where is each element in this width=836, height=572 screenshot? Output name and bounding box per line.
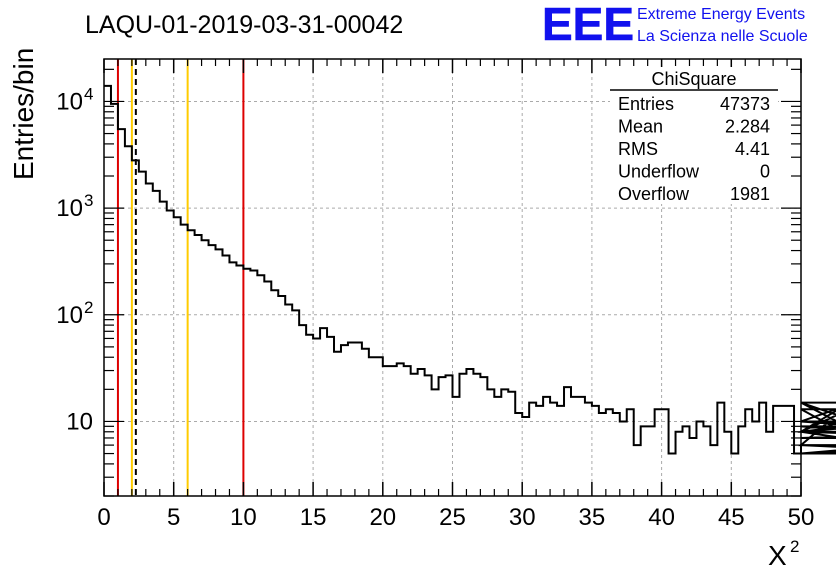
stats-row-label: RMS (618, 139, 658, 159)
y-tick-label: 10 (56, 88, 83, 115)
x-tick-label: 15 (300, 504, 327, 531)
stats-row-value: 2.284 (725, 117, 770, 137)
reference-lines (116, 59, 245, 496)
stats-row-value: 4.41 (735, 139, 770, 159)
x-axis-label-exp: 2 (790, 537, 799, 556)
y-tick-label: 10 (56, 195, 83, 222)
x-axis: 0 5 10 15 20 25 30 35 40 45 50 (97, 59, 814, 531)
logo-mark: EEE (542, 0, 634, 50)
logo-line2: La Scienza nelle Scuole (637, 28, 808, 45)
y-tick-label: 10 (56, 302, 83, 329)
stats-row-value: 1981 (730, 184, 770, 204)
stats-row-label: Underflow (618, 162, 700, 182)
eee-logo: EEE Extreme Energy Events La Scienza nel… (542, 0, 808, 50)
stats-box: ChiSquare Entries 47373 Mean 2.284 RMS 4.41 Un… (610, 67, 778, 204)
x-tick-label: 50 (788, 504, 815, 531)
x-tick-label: 5 (167, 504, 180, 531)
x-tick-label: 35 (579, 504, 606, 531)
x-tick-label: 40 (648, 504, 675, 531)
x-axis-label-base: X (768, 540, 787, 571)
chart-title: LAQU-01-2019-03-31-00042 (85, 11, 403, 39)
x-tick-label: 25 (439, 504, 466, 531)
y-tick-exponent: 2 (84, 298, 93, 317)
stats-row-label: Entries (618, 94, 674, 114)
stats-row-label: Mean (618, 117, 663, 137)
logo-line1: Extreme Energy Events (637, 6, 805, 23)
x-tick-label: 30 (509, 504, 536, 531)
stats-row-label: Overflow (618, 184, 690, 204)
stats-rows: Entries 47373 Mean 2.284 RMS 4.41 Underflow 0 Ov… (618, 94, 770, 204)
x-tick-label: 10 (230, 504, 257, 531)
x-axis-label: X 2 (768, 537, 799, 571)
stats-row-value: 0 (760, 162, 770, 182)
stats-title: ChiSquare (651, 69, 736, 89)
y-tick-exponent: 4 (84, 84, 93, 103)
y-axis-label: Entries/bin (8, 48, 39, 180)
x-tick-label: 20 (369, 504, 396, 531)
x-tick-label: 0 (97, 504, 110, 531)
y-tick-label: 10 (66, 408, 93, 435)
x-tick-label: 45 (718, 504, 745, 531)
y-tick-exponent: 3 (84, 191, 93, 210)
stats-row-value: 47373 (720, 94, 770, 114)
